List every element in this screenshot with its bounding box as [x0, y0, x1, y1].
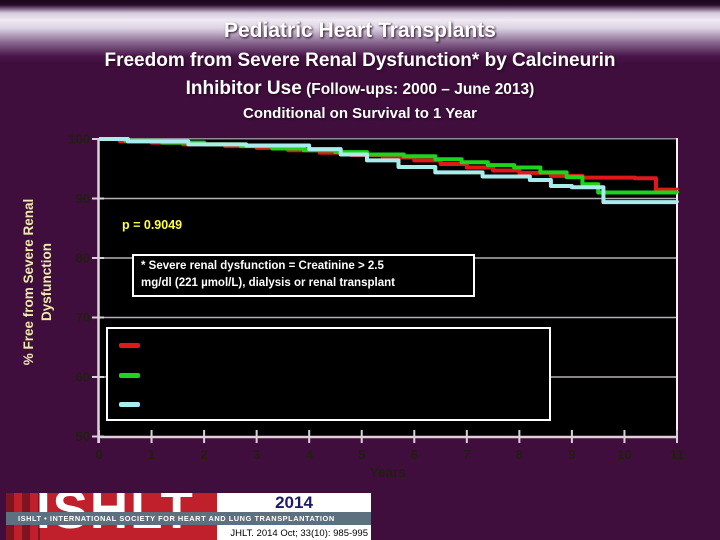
header-gradient [0, 0, 720, 64]
x-tick-label: 9 [568, 447, 575, 462]
x-tick-label: 7 [463, 447, 470, 462]
legend-entry-dash [119, 402, 140, 407]
x-tick-label: 8 [516, 447, 523, 462]
title-line-2: Freedom from Severe Renal Dysfunction* b… [104, 50, 616, 71]
y-tick-label: 90 [76, 191, 90, 206]
x-tick-label: 2 [200, 447, 207, 462]
y-axis-label-line2: Dysfunction [38, 243, 54, 322]
y-axis-label-line1: % Free from Severe Renal [21, 198, 36, 366]
logo-year: 2014 [275, 493, 313, 512]
y-tick-label: 60 [76, 370, 90, 385]
legend-box [106, 327, 551, 421]
title-line-3-main: Inhibitor Use [185, 78, 302, 99]
title-line-3: Inhibitor Use (Follow-ups: 2000 – June 2… [0, 78, 720, 100]
annotation-box: * Severe renal dysfunction = Creatinine … [132, 254, 475, 297]
x-tick-label: 6 [411, 447, 418, 462]
annotation-line2: mg/dl (221 µmol/L), dialysis or renal tr… [141, 277, 395, 290]
y-tick-label: 100 [68, 132, 90, 147]
p-value-label: p = 0.9049 [122, 218, 183, 232]
title-line-4: Conditional on Survival to 1 Year [243, 105, 477, 122]
legend-entry-dash [119, 373, 140, 378]
x-tick-label: 1 [148, 447, 155, 462]
x-tick-label: 4 [306, 447, 314, 462]
logo-strip: ISHLT • INTERNATIONAL SOCIETY FOR HEART … [6, 512, 371, 525]
annotation-line1: * Severe renal dysfunction = Creatinine … [141, 260, 384, 272]
y-tick-label: 50 [76, 429, 90, 444]
citation-text: JHLT. 2014 Oct; 33(10): 985-995 [230, 528, 368, 539]
y-tick-label: 80 [76, 251, 90, 266]
x-tick-label: 10 [617, 447, 631, 462]
y-tick-label: 70 [76, 310, 90, 325]
x-tick-label: 11 [670, 447, 684, 462]
title-line-1: Pediatric Heart Transplants [224, 19, 496, 42]
x-axis-label: Years [370, 465, 406, 480]
legend-entry-dash [119, 343, 140, 348]
ishlt-logo: ISHLT 2014 JHLT. 2014 Oct; 33(10): 985-9… [6, 493, 371, 540]
x-tick-label: 0 [95, 447, 102, 462]
x-tick-label: 5 [358, 447, 365, 462]
cyan-line [99, 137, 679, 205]
y-axis-label: % Free from Severe Renal Dysfunction [20, 157, 60, 407]
x-tick-label: 3 [253, 447, 260, 462]
title-line-3-paren: (Follow-ups: 2000 – June 2013) [301, 81, 535, 98]
